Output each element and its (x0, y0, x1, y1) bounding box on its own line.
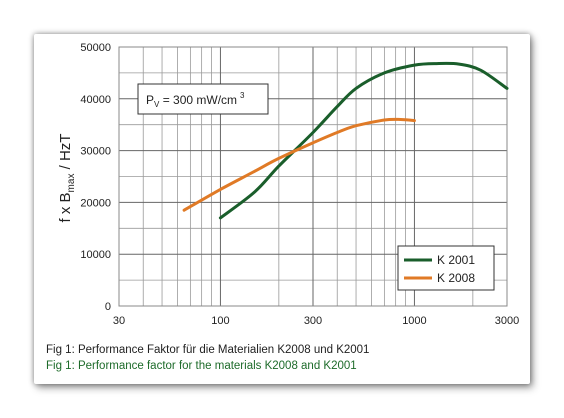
caption-english: Fig 1: Performance factor for the materi… (46, 360, 357, 372)
y-tick-label: 30000 (80, 146, 111, 158)
x-tick-label: 30 (113, 315, 125, 327)
x-tick-label: 100 (211, 315, 229, 327)
legend-label-k2001: K 2001 (437, 253, 475, 267)
legend: K 2001 K 2008 (397, 245, 495, 291)
y-axis-label: f x Bmax / HzT (57, 134, 77, 223)
series-line-k2008 (182, 117, 416, 212)
plot-frame (118, 46, 508, 307)
power-density-annotation: PV = 300 mW/cm 3 (137, 83, 269, 115)
x-tick-label: 300 (304, 315, 322, 327)
y-tick-label: 20000 (80, 197, 111, 209)
y-tick-label: 50000 (80, 42, 111, 54)
y-tick-label: 10000 (80, 249, 111, 261)
svg-text:PV = 300 mW/cm3: PV = 300 mW/cm 3 (146, 91, 245, 109)
caption-german: Fig 1: Performance Faktor für die Materi… (46, 344, 370, 356)
x-tick-label: 3000 (495, 315, 519, 327)
x-tick-label: 1000 (402, 315, 426, 327)
legend-label-k2008: K 2008 (437, 271, 475, 285)
series-line-k2001 (218, 61, 509, 220)
y-tick-label: 40000 (80, 94, 111, 106)
figure-card (34, 34, 530, 384)
y-tick-label: 0 (105, 301, 111, 313)
